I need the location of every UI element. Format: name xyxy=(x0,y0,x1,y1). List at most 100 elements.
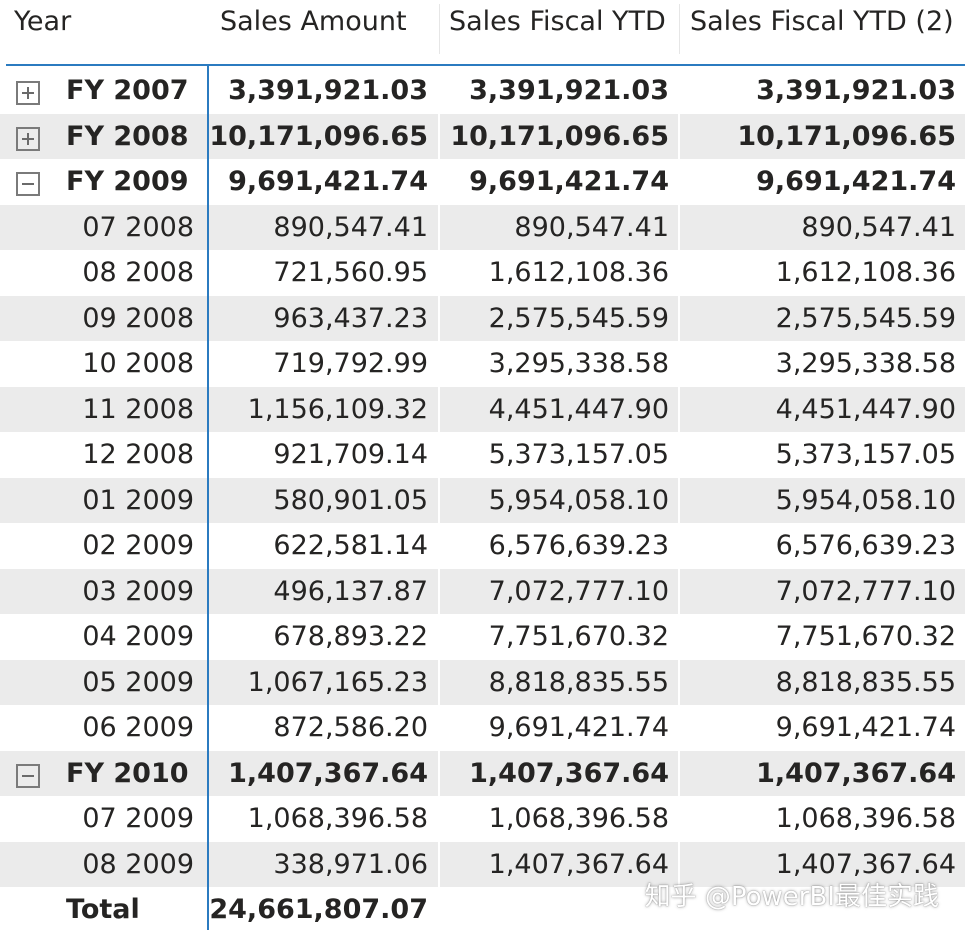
sales-fiscal-ytd-2-cell: 9,691,421.74 xyxy=(775,712,956,743)
column-divider xyxy=(679,4,680,54)
sales-fiscal-ytd-cell: 9,691,421.74 xyxy=(488,712,669,743)
sales-fiscal-ytd-2-cell: 890,547.41 xyxy=(801,211,956,243)
row-label: 12 2008 xyxy=(82,439,194,470)
row-label: FY 2007 xyxy=(66,75,189,106)
column-header-sales-fiscal-ytd[interactable]: Sales Fiscal YTD xyxy=(449,6,666,37)
sales-fiscal-ytd-cell xyxy=(440,887,669,933)
sales-fiscal-ytd-cell: 1,068,396.58 xyxy=(488,803,669,834)
expand-icon[interactable] xyxy=(16,81,40,105)
sales-amount-cell: 9,691,421.74 xyxy=(228,166,428,197)
table-row[interactable]: 05 2009 1,067,165.23 8,818,835.55 8,818,835… xyxy=(0,659,965,705)
sales-fiscal-ytd-cell: 5,373,157.05 xyxy=(488,439,669,470)
row-label: 11 2008 xyxy=(82,393,194,425)
sales-amount-cell: 24,661,807.07 xyxy=(209,894,428,925)
expand-icon[interactable] xyxy=(16,126,40,151)
sales-fiscal-ytd-cell: 3,295,338.58 xyxy=(488,348,669,379)
sales-fiscal-ytd-2-cell: 4,451,447.90 xyxy=(775,393,956,425)
table-row[interactable]: 11 2008 1,156,109.32 4,451,447.90 4,451,447… xyxy=(0,386,965,432)
table-row[interactable]: 07 2009 1,068,396.58 1,068,396.58 1,068,396… xyxy=(0,796,965,842)
column-divider xyxy=(438,68,440,888)
toggle-bar xyxy=(27,132,29,145)
group-row[interactable]: FY 2008 10,171,096.65 10,171,096.65 10,171,… xyxy=(0,113,965,159)
sales-fiscal-ytd-2-cell: 2,575,545.59 xyxy=(775,302,956,334)
row-label: 07 2009 xyxy=(82,803,194,834)
sales-fiscal-ytd-2-cell: 1,407,367.64 xyxy=(756,757,956,789)
sales-fiscal-ytd-cell: 4,451,447.90 xyxy=(488,393,669,425)
sales-fiscal-ytd-2-cell: 1,612,108.36 xyxy=(775,257,956,288)
table-row[interactable]: 04 2009 678,893.22 7,751,670.32 7,751,670.3… xyxy=(0,614,965,660)
sales-amount-cell: 10,171,096.65 xyxy=(209,120,428,152)
row-label: 04 2009 xyxy=(82,621,194,652)
sales-amount-cell: 963,437.23 xyxy=(273,302,428,334)
sales-amount-cell: 1,067,165.23 xyxy=(247,666,428,698)
row-label: 10 2008 xyxy=(82,348,194,379)
sales-amount-cell: 1,156,109.32 xyxy=(247,393,428,425)
matrix-header: Year Sales Amount Sales Fiscal YTD Sales… xyxy=(0,0,965,62)
row-label: 01 2009 xyxy=(82,484,194,516)
toggle-bar xyxy=(22,183,34,185)
sales-amount-cell: 921,709.14 xyxy=(273,439,428,470)
toggle-bar xyxy=(22,774,34,777)
sales-fiscal-ytd-2-cell: 6,576,639.23 xyxy=(775,530,956,561)
sales-amount-cell: 872,586.20 xyxy=(273,712,428,743)
group-row[interactable]: FY 2007 3,391,921.03 3,391,921.03 3,391,921… xyxy=(0,68,965,114)
sales-fiscal-ytd-cell: 1,407,367.64 xyxy=(488,848,669,880)
sales-amount-cell: 719,792.99 xyxy=(273,348,428,379)
table-row[interactable]: 09 2008 963,437.23 2,575,545.59 2,575,545.5… xyxy=(0,295,965,341)
row-label: FY 2009 xyxy=(66,166,189,197)
group-row[interactable]: FY 2009 9,691,421.74 9,691,421.74 9,691,421… xyxy=(0,159,965,205)
sales-amount-cell: 890,547.41 xyxy=(273,211,428,243)
sales-fiscal-ytd-2-cell: 5,373,157.05 xyxy=(775,439,956,470)
sales-fiscal-ytd-2-cell: 3,391,921.03 xyxy=(756,75,956,106)
column-header-sales-fiscal-ytd-2[interactable]: Sales Fiscal YTD (2) xyxy=(690,6,954,37)
sales-fiscal-ytd-2-cell: 3,295,338.58 xyxy=(775,348,956,379)
sales-amount-cell: 338,971.06 xyxy=(273,848,428,880)
sales-fiscal-ytd-cell: 3,391,921.03 xyxy=(469,75,669,106)
watermark: 知乎 @PowerBI最佳实践 xyxy=(644,882,939,912)
row-label: Total xyxy=(66,894,140,925)
sales-fiscal-ytd-cell: 1,407,367.64 xyxy=(469,757,669,789)
sales-fiscal-ytd-cell: 890,547.41 xyxy=(514,211,669,243)
total-row[interactable]: Total 24,661,807.07 xyxy=(0,887,965,933)
sales-fiscal-ytd-2-cell: 5,954,058.10 xyxy=(775,484,956,516)
table-row[interactable]: 07 2008 890,547.41 890,547.41 890,547.41 xyxy=(0,204,965,250)
row-label: 02 2009 xyxy=(82,530,194,561)
sales-amount-cell: 580,901.05 xyxy=(273,484,428,516)
table-row[interactable]: 03 2009 496,137.87 7,072,777.10 7,072,777.1… xyxy=(0,568,965,614)
matrix-body: FY 2007 3,391,921.03 3,391,921.03 3,391,921… xyxy=(0,68,965,933)
table-row[interactable]: 01 2009 580,901.05 5,954,058.10 5,954,058.1… xyxy=(0,477,965,523)
sales-amount-cell: 622,581.14 xyxy=(273,530,428,561)
column-header-year[interactable]: Year xyxy=(14,6,72,37)
sales-fiscal-ytd-cell: 9,691,421.74 xyxy=(469,166,669,197)
row-label: 05 2009 xyxy=(82,666,194,698)
toggle-bar xyxy=(27,87,29,99)
sales-fiscal-ytd-2-cell: 1,068,396.58 xyxy=(775,803,956,834)
column-header-sales-amount[interactable]: Sales Amount xyxy=(220,6,407,37)
sales-amount-cell: 678,893.22 xyxy=(273,621,428,652)
table-row[interactable]: 02 2009 622,581.14 6,576,639.23 6,576,639.2… xyxy=(0,523,965,569)
sales-fiscal-ytd-cell: 6,576,639.23 xyxy=(488,530,669,561)
sales-amount-cell: 1,407,367.64 xyxy=(228,757,428,789)
sales-fiscal-ytd-2-cell: 9,691,421.74 xyxy=(756,166,956,197)
collapse-icon[interactable] xyxy=(16,763,40,788)
table-row[interactable]: 12 2008 921,709.14 5,373,157.05 5,373,157.0… xyxy=(0,432,965,478)
header-underline xyxy=(6,64,965,66)
row-header-divider xyxy=(207,66,209,930)
row-label: 08 2009 xyxy=(82,848,194,880)
sales-fiscal-ytd-cell: 7,072,777.10 xyxy=(488,575,669,607)
table-row[interactable]: 10 2008 719,792.99 3,295,338.58 3,295,338.5… xyxy=(0,341,965,387)
sales-fiscal-ytd-2-cell: 8,818,835.55 xyxy=(775,666,956,698)
collapse-icon[interactable] xyxy=(16,172,40,196)
row-label: 06 2009 xyxy=(82,712,194,743)
row-label: FY 2008 xyxy=(66,120,189,152)
group-row[interactable]: FY 2010 1,407,367.64 1,407,367.64 1,407,367… xyxy=(0,750,965,796)
sales-fiscal-ytd-cell: 1,612,108.36 xyxy=(488,257,669,288)
sales-fiscal-ytd-cell: 7,751,670.32 xyxy=(488,621,669,652)
sales-amount-cell: 3,391,921.03 xyxy=(228,75,428,106)
table-row[interactable]: 08 2008 721,560.95 1,612,108.36 1,612,108.3… xyxy=(0,250,965,296)
sales-fiscal-ytd-2-cell: 1,407,367.64 xyxy=(775,848,956,880)
table-row[interactable]: 08 2009 338,971.06 1,407,367.64 1,407,367.6… xyxy=(0,841,965,887)
sales-amount-cell: 721,560.95 xyxy=(273,257,428,288)
table-row[interactable]: 06 2009 872,586.20 9,691,421.74 9,691,421.7… xyxy=(0,705,965,751)
